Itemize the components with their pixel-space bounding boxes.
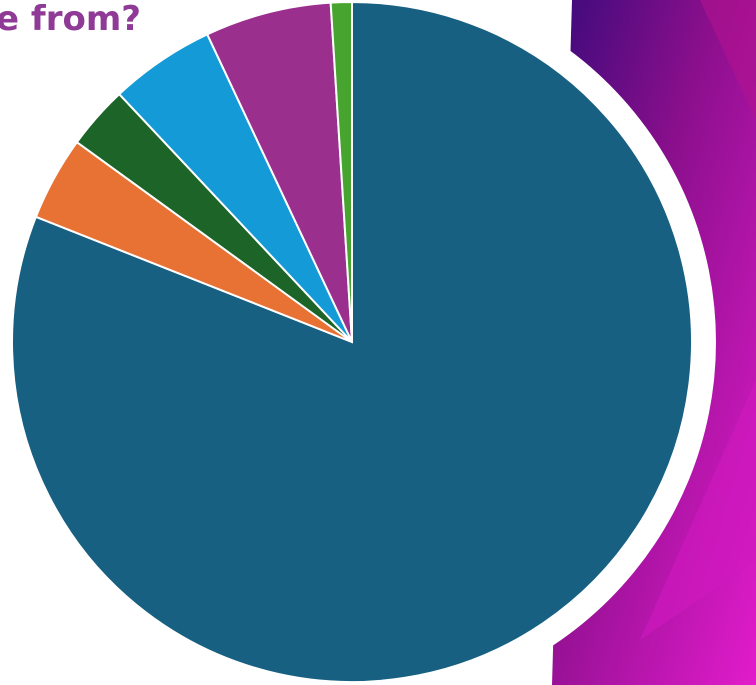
background-facet: [700, 0, 756, 120]
chart-title: e from?: [0, 0, 141, 39]
background-facet: [640, 380, 756, 640]
pie-slice: [205, 1, 353, 343]
pie-slice: [329, 0, 353, 343]
pie: [11, 0, 693, 683]
